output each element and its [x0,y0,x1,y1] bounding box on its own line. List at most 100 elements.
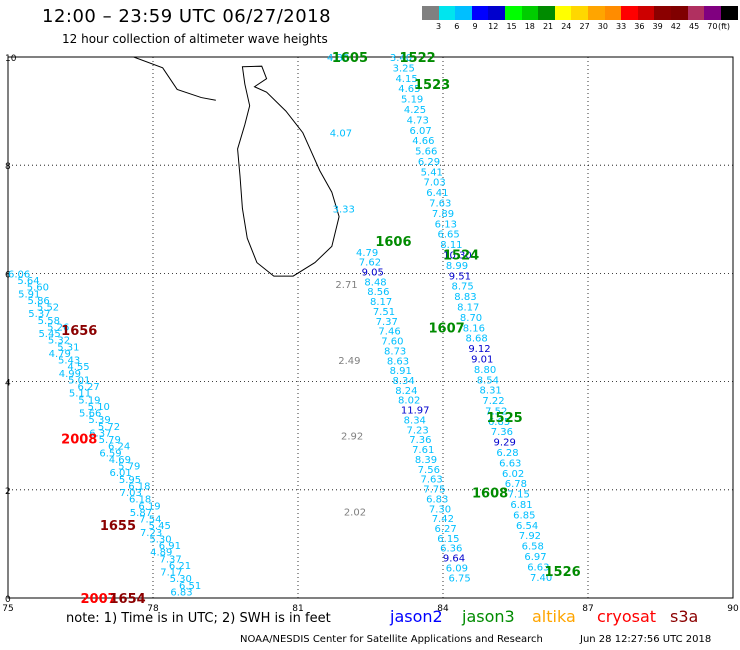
swh-value: 7.89 [432,209,454,220]
swh-value: 7.15 [508,490,530,501]
swh-value: 7.46 [378,327,400,338]
swh-value: 8.70 [460,313,482,324]
swh-value: 6.85 [513,510,535,521]
swh-value: 2.92 [341,432,363,443]
legend-tick-label: 30 [597,22,608,31]
swh-value: 5.87 [130,508,152,519]
swh-value: 7.37 [159,554,181,565]
legend-swatch [604,6,622,20]
page-subtitle: 12 hour collection of altimeter wave hei… [62,32,328,46]
pass-time-label: 1607 [429,322,465,337]
x-tick-label: 87 [582,604,593,614]
swh-value: 4.89 [150,548,172,559]
swh-value: 8.73 [384,346,406,357]
swh-value: 7.03 [120,488,142,499]
swh-value: 6.27 [78,382,100,393]
swh-value: 6.09 [446,563,468,574]
swh-value: 4.66 [412,136,434,147]
y-tick-label: 2 [5,487,11,497]
swh-value: 6.19 [138,501,160,512]
swh-value: 7.62 [359,258,381,269]
legend-swatch [438,6,456,20]
swh-value: 5.45 [38,329,60,340]
swh-value: 4.30 [327,53,349,64]
swh-value: 6.91 [159,541,181,552]
legend-unit: (ft) [718,22,731,31]
swh-value: 4.55 [67,362,89,373]
swh-value: 6.81 [510,500,532,511]
legend-swatch [554,6,572,20]
swh-value: 6.01 [110,468,132,479]
swh-value: 8.48 [364,277,386,288]
swh-value: 5.10 [88,402,110,413]
swh-value: 5.31 [57,342,79,353]
legend-tick-label: 9 [472,22,478,31]
swh-value: 7.54 [139,515,161,526]
satellite-label-cryosat: cryosat [597,607,657,626]
swh-value: 6.85 [488,417,510,428]
swh-value: 6.41 [426,188,448,199]
swh-value: 6.28 [496,448,518,459]
swh-value: 6.54 [516,521,538,532]
swh-value: 5.66 [79,409,101,420]
swh-value: 7.40 [530,573,552,584]
india-coastline [114,56,216,101]
pass-time-label: 2007 [81,592,117,607]
pass-time-label: 1524 [443,248,479,263]
swh-value: 7.23 [140,528,162,539]
y-tick-label: 8 [5,162,11,172]
swh-value: 5.30 [170,574,192,585]
pass-time-label: 1608 [472,487,508,502]
swh-value: 4.69 [109,455,131,466]
y-tick-label: 6 [5,270,11,280]
swh-value: 5.01 [68,375,90,386]
swh-value: 6.36 [440,544,462,555]
swh-value: 5.43 [58,356,80,367]
swh-value: 3.40 [390,53,412,64]
legend-swatch [588,6,605,20]
swh-value: 8.91 [390,366,412,377]
pass-time-label: 1605 [332,51,368,66]
pass-time-label: 1655 [100,519,136,534]
swh-value: 2.02 [344,507,366,518]
swh-value: 5.26 [47,322,69,333]
y-tick-label: 10 [5,54,17,64]
footer-note: note: 1) Time is in UTC; 2) SWH is in fe… [66,611,331,626]
map-frame [7,56,734,599]
swh-value: 6.21 [169,561,191,572]
swh-value: 6.58 [522,542,544,553]
swh-value: 7.51 [373,307,395,318]
swh-value: 5.79 [99,435,121,446]
swh-value: 7.60 [381,337,403,348]
swh-value: 6.13 [435,219,457,230]
swh-value: 6.75 [449,573,471,584]
y-tick-label: 0 [5,595,11,605]
swh-value: 7.42 [432,514,454,525]
swh-value: 5.39 [88,415,110,426]
swh-value: 7.37 [376,317,398,328]
swh-value: 4.15 [395,74,417,85]
swh-value: 8.31 [480,386,502,397]
swh-value: 5.91 [18,289,40,300]
swh-value: 8.16 [463,323,485,334]
x-tick-label: 90 [727,604,739,614]
x-tick-label: 75 [2,604,13,614]
swh-value: 9.01 [471,354,493,365]
swh-value: 5.19 [401,95,423,106]
swh-value: 8.75 [452,282,474,293]
swh-value: 10.30 [443,251,472,262]
swh-value: 6.18 [129,495,151,506]
swh-value: 6.07 [409,126,431,137]
swh-value: 8.99 [446,261,468,272]
swh-value: 7.63 [420,475,442,486]
pass-time-label: 1654 [110,592,146,607]
swh-value: 9.12 [468,344,490,355]
legend-swatch [571,6,589,20]
swh-value: 8.34 [404,415,426,426]
swh-value: 5.64 [17,276,39,287]
swh-value: 5.45 [149,521,171,532]
footer-timestamp: Jun 28 12:27:56 UTC 2018 [580,634,712,645]
swh-value: 6.06 [8,269,30,280]
swh-value: 8.54 [477,375,499,386]
legend-tick-label: 36 [634,22,645,31]
